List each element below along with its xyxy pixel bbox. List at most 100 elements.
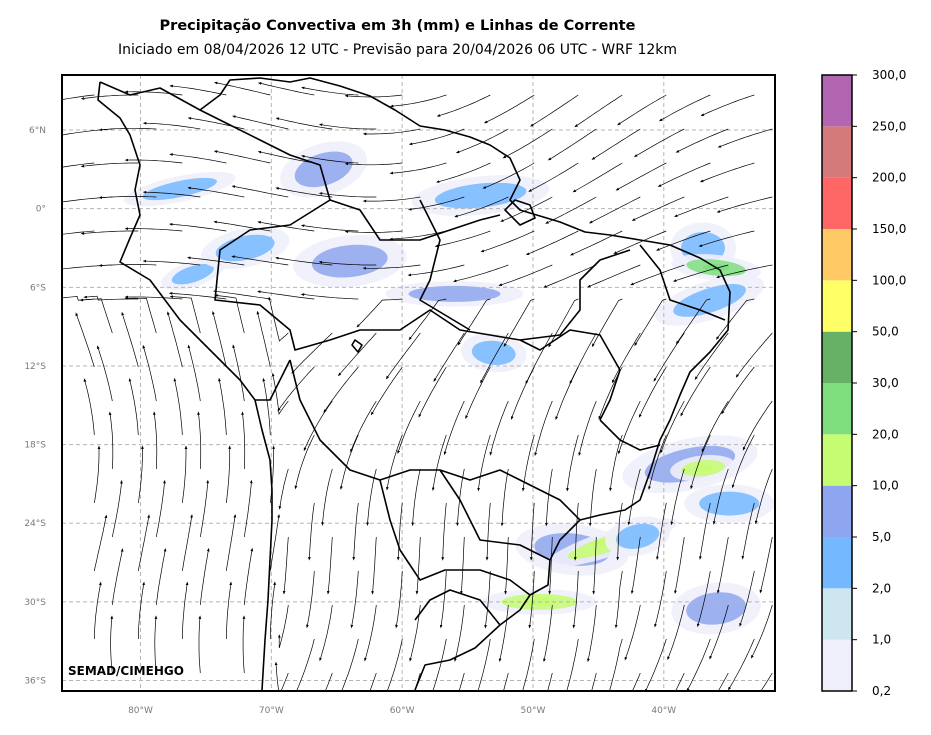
streamline	[62, 162, 95, 168]
colorbar-label: 20,0	[872, 427, 899, 441]
colorbar-label: 100,0	[872, 273, 906, 287]
colorbar-label: 10,0	[872, 479, 899, 493]
streamline	[631, 672, 641, 691]
streamline	[700, 94, 755, 117]
streamline	[630, 536, 641, 595]
colorbar-label: 2,0	[872, 581, 891, 595]
streamline	[124, 90, 183, 96]
streamline	[534, 400, 553, 456]
streamline	[187, 116, 245, 130]
precip-area	[171, 264, 214, 285]
streamline	[277, 604, 289, 649]
colorbar-label: 30,0	[872, 376, 899, 390]
streamline	[716, 264, 773, 279]
streamline	[676, 298, 711, 345]
streamline	[457, 298, 491, 346]
streamline	[232, 344, 245, 402]
streamline	[291, 332, 333, 374]
y-axis-labels: 6°N 0° 6°S 12°S 18°S 24°S 30°S 36°S	[24, 126, 46, 686]
streamline	[98, 196, 157, 199]
streamline	[477, 434, 491, 492]
streamline	[667, 604, 685, 661]
streamline	[213, 150, 271, 164]
streamline	[480, 332, 509, 384]
streamline	[638, 366, 667, 418]
streamline	[257, 290, 315, 300]
streamline	[93, 514, 108, 572]
streamline	[670, 468, 685, 526]
streamline	[301, 154, 359, 164]
streamline	[137, 514, 150, 572]
streamline	[300, 293, 359, 300]
streamline	[124, 296, 157, 334]
streamline	[340, 638, 359, 691]
streamline	[644, 638, 667, 691]
streamline	[98, 127, 157, 132]
streamline	[431, 638, 447, 691]
streamline	[231, 185, 289, 198]
streamline	[344, 162, 403, 166]
streamline	[503, 298, 535, 348]
streamline	[760, 672, 773, 691]
y-tick-label: 12°S	[24, 362, 46, 372]
chart-title: Precipitação Convectiva em 3h (mm) e Lin…	[159, 18, 636, 34]
streamline	[504, 536, 509, 595]
streamline	[660, 400, 685, 454]
streamline	[168, 222, 227, 232]
streamline	[128, 377, 139, 436]
streamline	[214, 294, 245, 334]
streamline	[301, 86, 359, 96]
y-tick-label: 0°	[36, 205, 46, 215]
streamline	[225, 513, 237, 572]
streamline	[318, 260, 377, 266]
streamline	[489, 400, 509, 456]
streamline	[530, 94, 579, 127]
streamline	[187, 186, 245, 198]
streamline	[522, 638, 535, 691]
streamline	[409, 604, 421, 662]
streamline	[169, 295, 201, 334]
colorbar-swatch	[822, 331, 852, 383]
streamline	[709, 604, 729, 660]
streamline	[396, 502, 403, 561]
streamline	[225, 445, 232, 504]
streamline	[197, 411, 202, 470]
streamline	[198, 615, 202, 674]
colorbar-swatch	[822, 229, 852, 281]
precip-core	[693, 464, 713, 472]
streamline	[93, 445, 101, 504]
streamline	[282, 536, 289, 595]
streamline	[528, 570, 535, 629]
streamline	[631, 196, 685, 221]
x-axis-labels: 80°W 70°W 60°W 50°W 40°W	[128, 706, 676, 716]
streamline	[80, 94, 139, 100]
streamline	[269, 581, 276, 640]
streamline	[98, 264, 157, 267]
streamline	[232, 115, 289, 130]
streamline	[498, 604, 509, 663]
streamline	[698, 502, 711, 560]
streamline	[277, 366, 315, 412]
precip-area	[311, 244, 388, 278]
streamline	[389, 94, 447, 108]
streamline	[613, 230, 667, 254]
colorbar: 0,2 1,0 2,0 5,0 10,0 20,0 30,0 50,0 100,0 150,0 20…	[821, 68, 906, 698]
streamline	[617, 94, 667, 126]
streamline	[591, 128, 641, 160]
streamline	[187, 344, 201, 402]
streamline	[278, 468, 289, 510]
streamline	[411, 468, 421, 527]
y-tick-label: 6°N	[29, 126, 46, 136]
streamline	[323, 366, 359, 413]
streamline	[525, 230, 579, 255]
streamline	[630, 264, 685, 286]
precip-area	[434, 182, 527, 209]
streamline	[169, 84, 227, 96]
streamline	[441, 502, 447, 561]
streamline	[75, 312, 95, 368]
streamline	[303, 400, 333, 452]
streamline	[181, 445, 188, 504]
streamline	[243, 479, 253, 538]
streamline	[731, 434, 755, 489]
streamline	[154, 615, 158, 674]
